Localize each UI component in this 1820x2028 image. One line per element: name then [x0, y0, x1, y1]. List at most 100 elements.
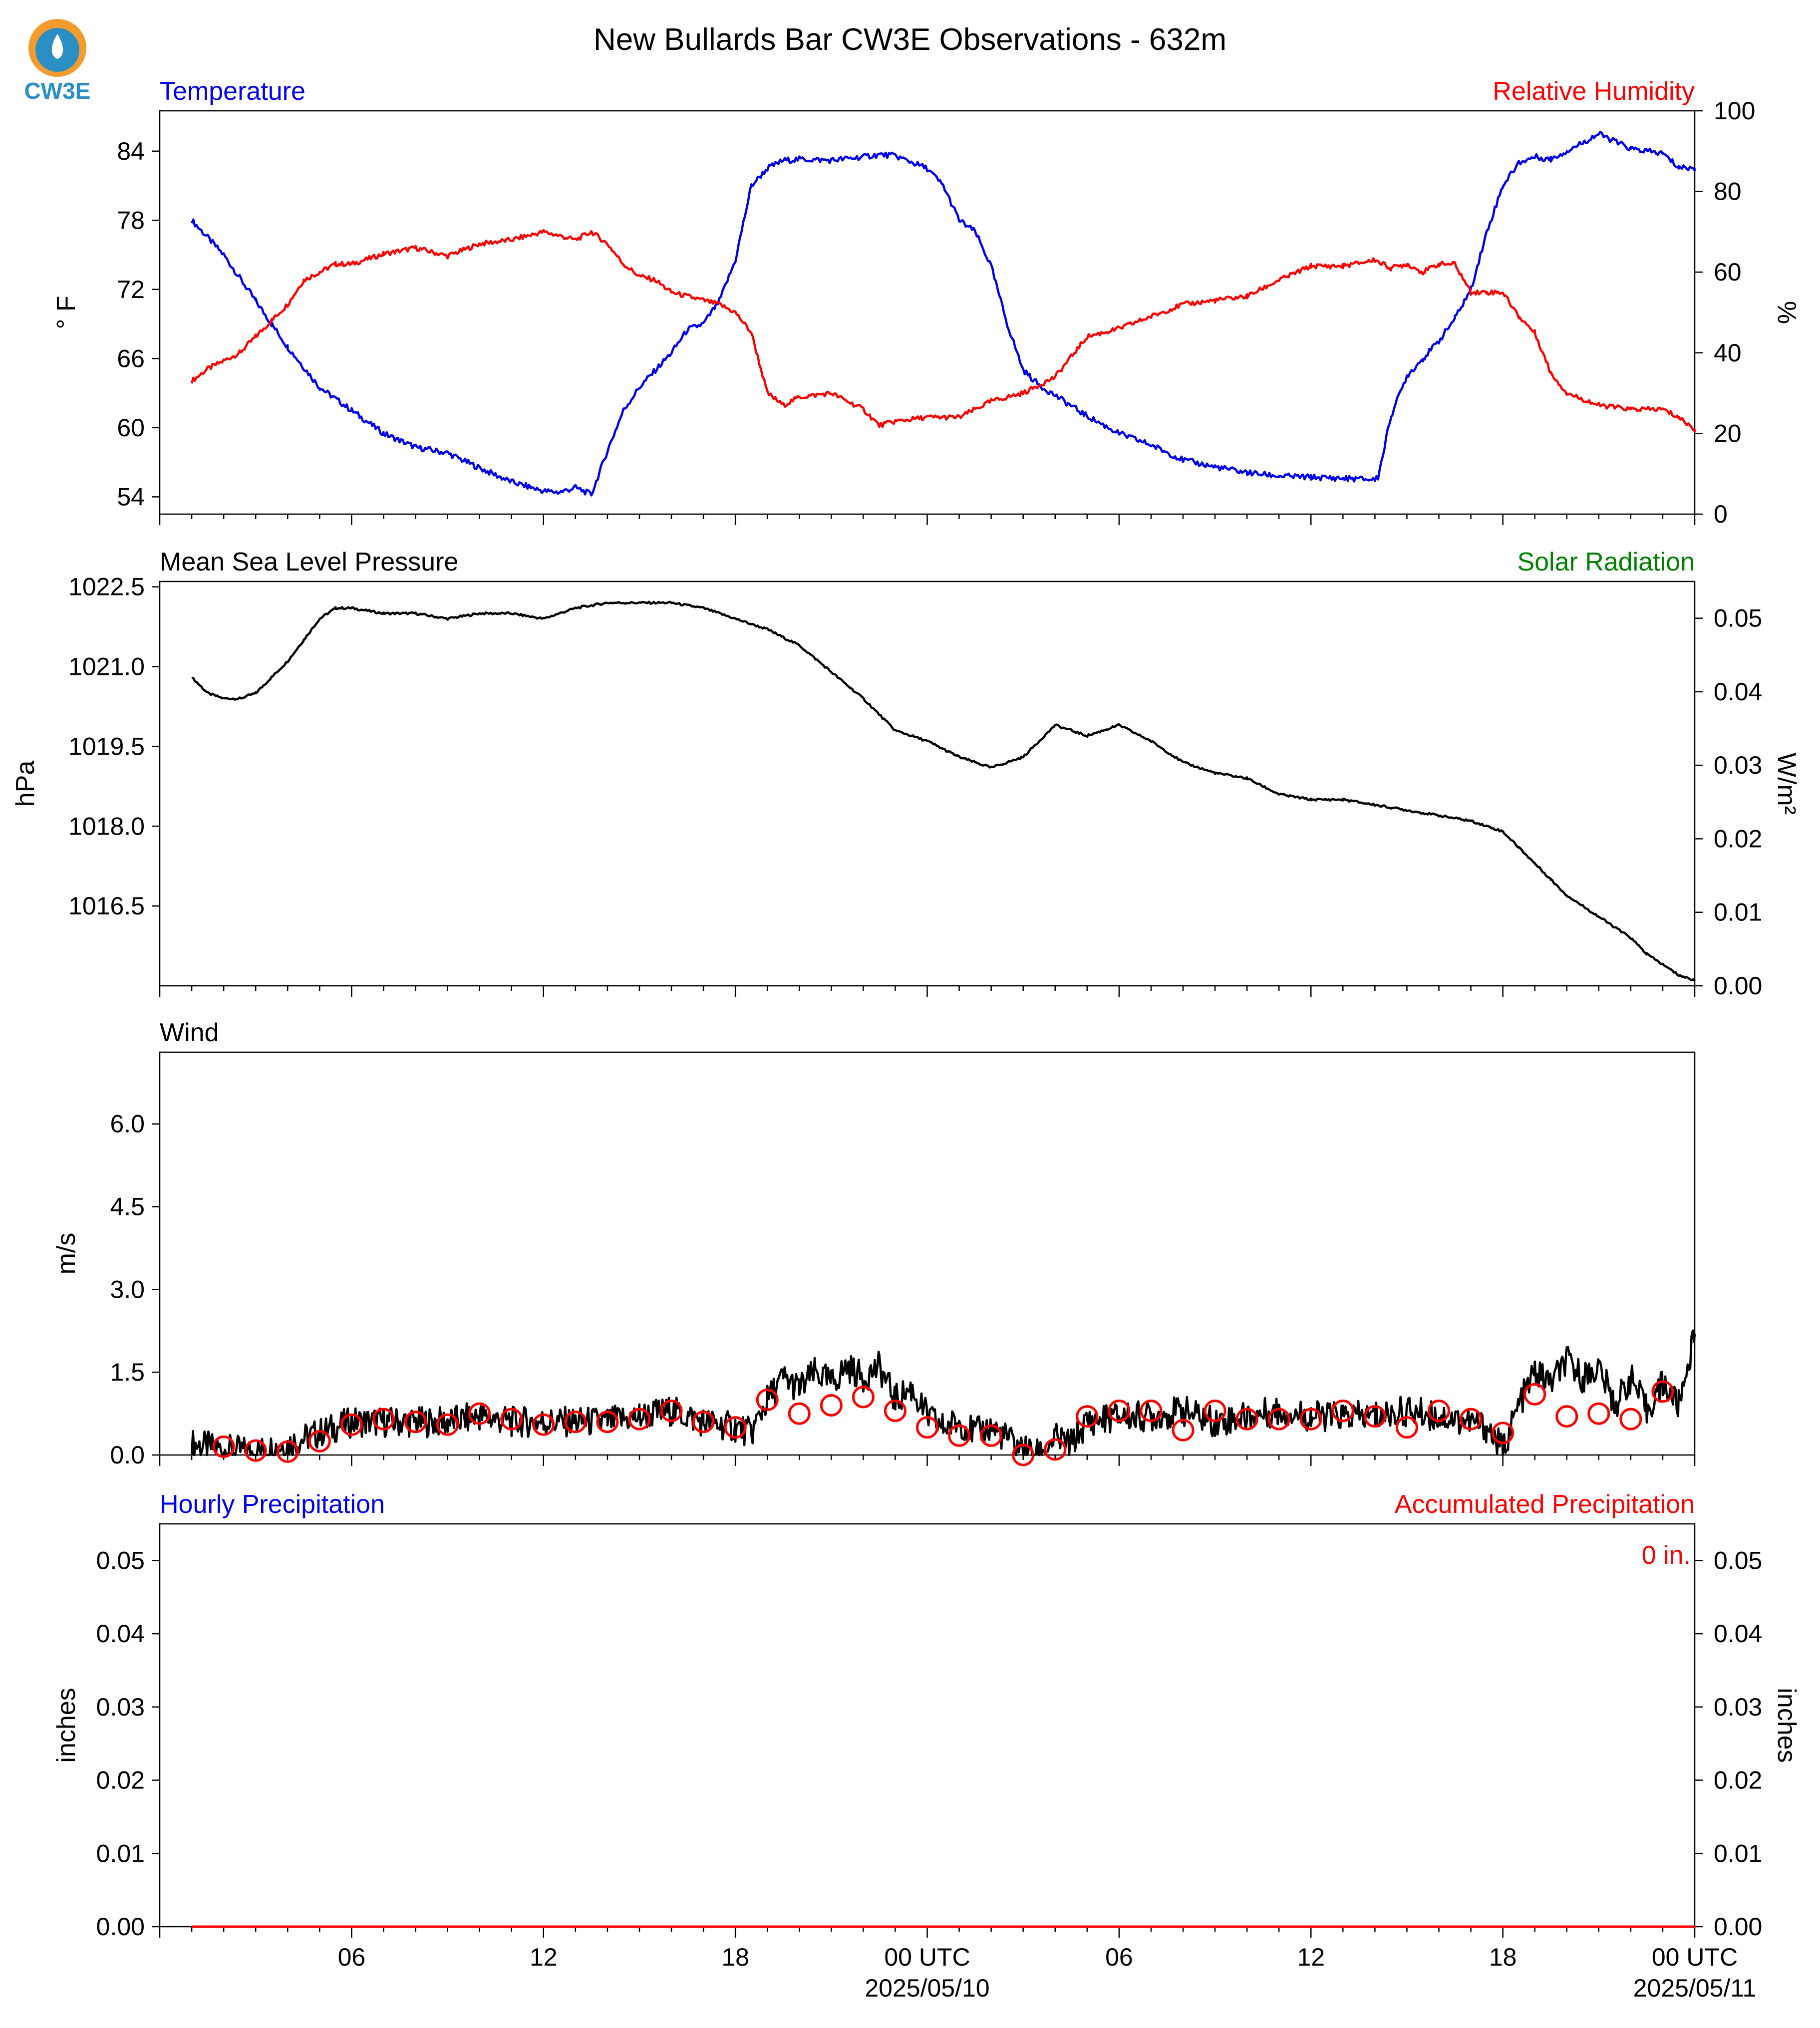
y-axis-label: hPa	[11, 761, 40, 807]
x-tick-label: 00 UTC	[1652, 1943, 1738, 1971]
gust-marker	[276, 1440, 299, 1463]
plot-frame	[159, 1523, 1696, 1928]
gust-marker	[372, 1408, 395, 1431]
panel-left-title: Temperature	[160, 77, 305, 106]
y-right-tick-label: 0.01	[1714, 898, 1762, 926]
gust-marker	[1012, 1444, 1035, 1466]
gust-marker	[1619, 1408, 1642, 1431]
gust-marker	[1235, 1408, 1258, 1431]
panel-left-title: Hourly Precipitation	[160, 1490, 385, 1519]
x-date-label: 2025/05/10	[865, 1974, 989, 2002]
y-tick-label: 1018.0	[68, 812, 145, 840]
y-right-axis-label: W/m²	[1772, 753, 1801, 815]
y-right-tick-label: 100	[1714, 97, 1755, 125]
x-date-label: 2025/05/11	[1633, 1974, 1757, 2002]
gust-marker	[948, 1424, 971, 1447]
y-right-tick-label: 0.03	[1714, 751, 1762, 779]
panel-wind: Wind 0.0 1.5 3.0 4.5 6.0 m/s	[52, 1018, 1696, 1469]
y-tick-label: 0.00	[96, 1913, 145, 1941]
x-tick-label: 12	[1297, 1943, 1325, 1971]
y-right-tick-label: 0.05	[1714, 604, 1762, 632]
y-right-tick-label: 0.00	[1714, 1913, 1762, 1941]
panel-temperature_humidity: Temperature Relative Humidity 54 60 66 72 78 84…	[52, 77, 1801, 528]
x-tick-label: 18	[1489, 1943, 1517, 1971]
logo-text: CW3E	[24, 78, 91, 104]
gust-marker	[596, 1411, 619, 1434]
y-tick-label: 0.04	[96, 1620, 145, 1648]
gust-marker	[1299, 1408, 1322, 1431]
gust-marker	[1587, 1402, 1610, 1425]
y-tick-label: 3.0	[110, 1275, 145, 1303]
y-tick-label: 0.03	[96, 1693, 145, 1721]
plot-frame	[159, 1051, 1696, 1456]
series-line-mean-sea-level-pressure	[191, 600, 1696, 982]
gust-marker	[1428, 1400, 1450, 1423]
gust-marker	[884, 1400, 907, 1423]
x-tick-label: 06	[338, 1943, 366, 1971]
y-tick-label: 66	[117, 344, 145, 372]
y-right-tick-label: 80	[1714, 178, 1742, 206]
y-tick-label: 0.05	[96, 1546, 145, 1574]
panel-pressure_solar: Mean Sea Level Pressure Solar Radiation 10…	[11, 548, 1801, 1000]
gust-marker	[916, 1416, 938, 1439]
gust-marker	[468, 1402, 491, 1425]
series-line-wind-speed	[190, 1329, 1696, 1456]
y-tick-label: 60	[117, 414, 145, 442]
y-right-tick-label: 60	[1714, 258, 1742, 286]
series-line-temperature	[191, 130, 1696, 497]
y-right-tick-label: 0.02	[1714, 825, 1762, 853]
gust-marker	[436, 1413, 459, 1436]
y-tick-label: 84	[117, 137, 145, 165]
panel-left-title: Mean Sea Level Pressure	[160, 548, 458, 577]
y-axis-label: ° F	[52, 295, 81, 329]
x-tick-label: 00 UTC	[884, 1943, 970, 1971]
y-tick-label: 1016.5	[68, 892, 145, 920]
y-tick-label: 72	[117, 276, 145, 303]
gust-marker	[1267, 1408, 1290, 1431]
y-tick-label: 54	[117, 483, 145, 511]
gust-marker	[692, 1411, 715, 1434]
gust-marker	[308, 1430, 331, 1452]
gust-marker	[788, 1402, 811, 1425]
gust-marker	[1331, 1400, 1354, 1423]
y-tick-label: 4.5	[110, 1193, 145, 1221]
plot-frame	[159, 580, 1696, 987]
gust-marker	[1204, 1400, 1226, 1423]
panel-precipitation: Hourly Precipitation Accumulated Precipit…	[52, 1490, 1801, 2002]
y-tick-label: 0.01	[96, 1839, 145, 1867]
gust-marker	[628, 1408, 651, 1431]
gust-marker	[404, 1411, 427, 1434]
y-right-axis-label: %	[1772, 301, 1801, 324]
gust-marker	[820, 1394, 843, 1417]
logo-drop-icon	[51, 34, 63, 59]
y-right-tick-label: 40	[1714, 339, 1742, 367]
y-right-tick-label: 0.05	[1714, 1546, 1762, 1574]
x-tick-label: 06	[1105, 1943, 1133, 1971]
y-tick-label: 0.0	[110, 1441, 145, 1469]
panel-left-title: Wind	[160, 1018, 219, 1047]
gust-marker	[724, 1416, 747, 1439]
y-tick-label: 1019.5	[68, 732, 145, 760]
gust-marker	[564, 1411, 587, 1434]
panel-right-title: Accumulated Precipitation	[1395, 1490, 1695, 1519]
panel-right-title: Relative Humidity	[1493, 77, 1695, 106]
gust-marker	[1363, 1405, 1386, 1428]
y-tick-label: 6.0	[110, 1110, 145, 1138]
gust-marker	[1460, 1408, 1483, 1431]
accumulated-annotation: 0 in.	[1642, 1541, 1691, 1570]
gust-marker	[1395, 1416, 1418, 1439]
y-right-tick-label: 0.04	[1714, 1620, 1762, 1648]
gust-marker	[1076, 1405, 1099, 1428]
gust-marker	[980, 1424, 1003, 1447]
gust-marker	[1492, 1422, 1515, 1445]
y-right-tick-label: 0.03	[1714, 1693, 1762, 1721]
y-right-tick-label: 0.04	[1714, 678, 1762, 706]
y-tick-label: 78	[117, 206, 145, 234]
gust-marker	[340, 1413, 363, 1436]
y-right-tick-label: 0.01	[1714, 1839, 1762, 1867]
gust-marker	[244, 1439, 267, 1462]
gust-marker	[852, 1386, 875, 1409]
gust-marker	[1555, 1405, 1578, 1428]
y-right-axis-label: inches	[1772, 1688, 1801, 1762]
